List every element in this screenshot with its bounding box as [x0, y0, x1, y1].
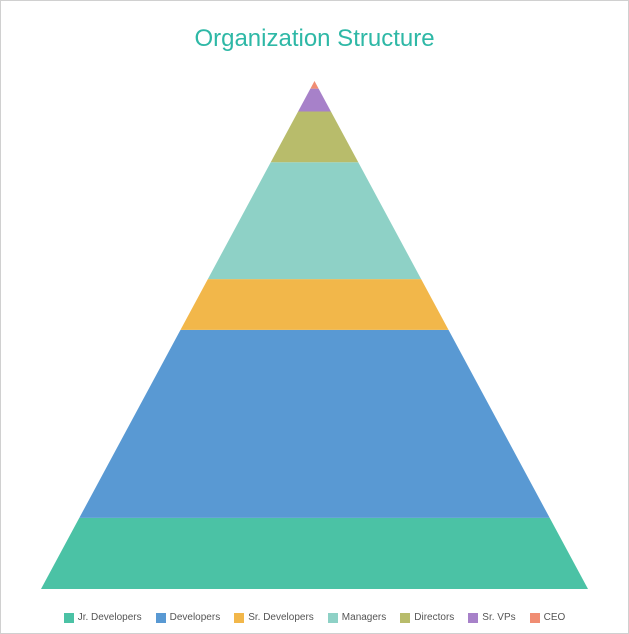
legend-label: CEO: [544, 612, 566, 623]
legend-label: Sr. VPs: [482, 612, 515, 623]
legend-swatch-icon: [156, 613, 166, 623]
legend-label: Developers: [170, 612, 221, 623]
pyramid-segment-jr-developers: [41, 518, 588, 589]
pyramid-area: [41, 81, 588, 589]
pyramid-segment-managers: [208, 162, 421, 279]
legend-item-ceo: CEO: [530, 612, 566, 623]
pyramid-segment-developers: [79, 330, 549, 518]
legend-item-sr-vps: Sr. VPs: [468, 612, 515, 623]
pyramid-segment-sr-developers: [180, 279, 448, 330]
legend-item-directors: Directors: [400, 612, 454, 623]
legend-label: Directors: [414, 612, 454, 623]
legend-item-developers: Developers: [156, 612, 221, 623]
legend: Jr. Developers Developers Sr. Developers Ma…: [1, 612, 628, 623]
legend-swatch-icon: [530, 613, 540, 623]
pyramid-segment-sr-vps: [298, 89, 331, 112]
legend-swatch-icon: [468, 613, 478, 623]
chart-title: Organization Structure: [1, 1, 628, 53]
legend-item-jr-developers: Jr. Developers: [64, 612, 142, 623]
legend-label: Sr. Developers: [248, 612, 314, 623]
legend-item-sr-developers: Sr. Developers: [234, 612, 314, 623]
pyramid-segment-directors: [271, 111, 359, 162]
chart-container: Organization Structure Jr. Developers Dev…: [0, 0, 629, 634]
legend-label: Managers: [342, 612, 386, 623]
legend-swatch-icon: [64, 613, 74, 623]
legend-label: Jr. Developers: [78, 612, 142, 623]
pyramid-chart: [41, 81, 588, 589]
legend-swatch-icon: [328, 613, 338, 623]
legend-item-managers: Managers: [328, 612, 386, 623]
pyramid-segment-ceo: [310, 81, 318, 89]
legend-swatch-icon: [234, 613, 244, 623]
legend-swatch-icon: [400, 613, 410, 623]
